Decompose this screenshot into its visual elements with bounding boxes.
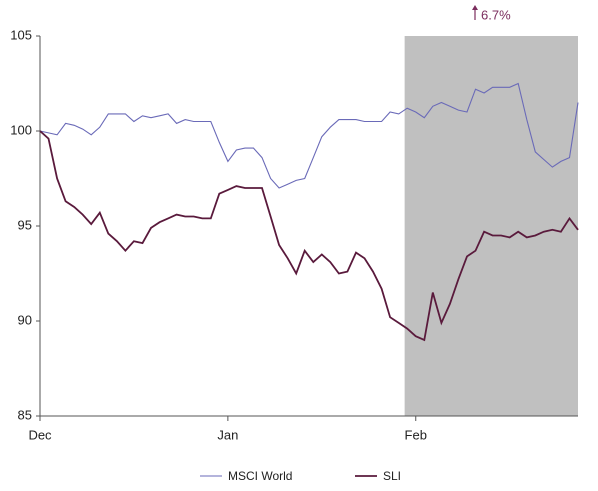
legend-label: SLI — [383, 469, 401, 483]
y-tick-label: 105 — [10, 27, 32, 42]
y-tick-label: 90 — [18, 312, 32, 327]
y-tick-label: 100 — [10, 122, 32, 137]
series-line — [39, 130, 579, 342]
y-tick-label: 85 — [18, 407, 32, 422]
series-line — [39, 82, 579, 189]
y-tick-label: 95 — [18, 217, 32, 232]
annotation-text: 6.7% — [481, 7, 511, 22]
x-tick-label: Feb — [405, 427, 427, 442]
annotation-arrowhead — [472, 5, 478, 10]
x-tick-label: Dec — [28, 427, 52, 442]
highlight-region — [404, 36, 578, 416]
annotation: 6.7% — [472, 5, 511, 22]
legend-label: MSCI World — [228, 469, 292, 483]
x-tick-label: Jan — [217, 427, 238, 442]
